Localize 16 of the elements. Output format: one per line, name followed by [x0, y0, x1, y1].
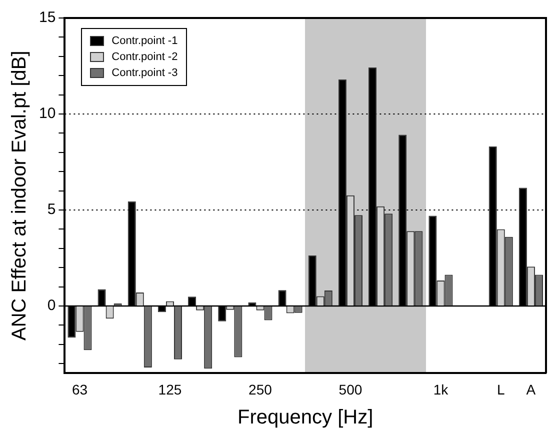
legend-label: Contr.point -2 [112, 50, 178, 65]
x-tick-label: A [526, 381, 536, 398]
legend-label: Contr.point -3 [112, 66, 178, 81]
y-axis-title: ANC Effect at indoor Eval.pt [dB] [8, 50, 31, 340]
x-tick-label: 500 [338, 381, 362, 398]
y-tick-label: 15 [38, 9, 56, 26]
x-tick-label: 1k [433, 381, 450, 398]
y-tick-label: 5 [47, 201, 56, 218]
y-tick-label: 0 [47, 297, 56, 314]
legend-label: Contr.point -1 [112, 34, 178, 49]
x-tick-label: 63 [72, 381, 88, 398]
x-tick-label: 125 [158, 381, 182, 398]
x-tick-label: 250 [248, 381, 272, 398]
y-tick-label: 10 [38, 105, 56, 122]
x-tick-label: L [496, 381, 505, 398]
x-axis-title: Frequency [Hz] [238, 406, 374, 429]
